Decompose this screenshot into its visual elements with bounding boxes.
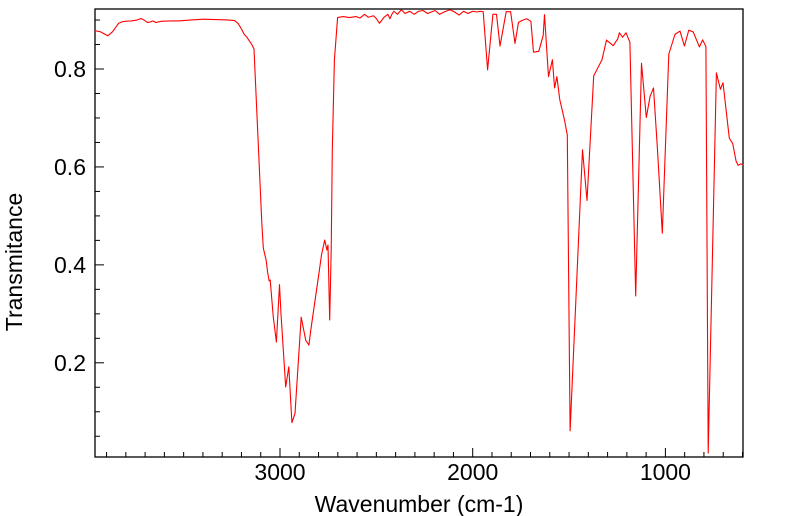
svg-text:0.4: 0.4 xyxy=(54,252,86,278)
svg-text:0.8: 0.8 xyxy=(54,56,86,82)
svg-text:Transmitance: Transmitance xyxy=(1,193,27,331)
svg-text:0.6: 0.6 xyxy=(54,154,86,180)
svg-text:1000: 1000 xyxy=(640,459,691,485)
svg-text:3000: 3000 xyxy=(254,459,305,485)
svg-text:2000: 2000 xyxy=(447,459,498,485)
svg-text:0.2: 0.2 xyxy=(54,350,86,376)
svg-text:Wavenumber (cm-1): Wavenumber (cm-1) xyxy=(315,491,524,516)
